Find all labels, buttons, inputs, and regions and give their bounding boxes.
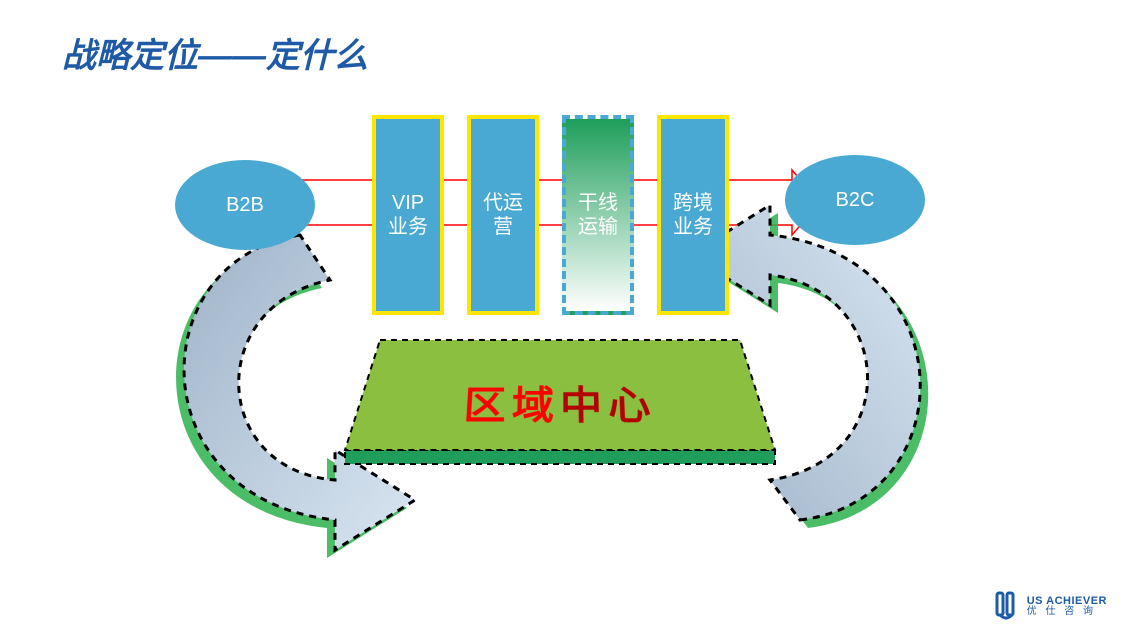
pillar-crossborder-label: 跨境 业务 — [673, 191, 713, 239]
brand-name-en: US ACHIEVER — [1027, 596, 1107, 607]
platform-label: 区域中心 — [338, 357, 782, 450]
platform-label-a: 区域 — [462, 374, 560, 431]
diagram-canvas — [0, 0, 1125, 633]
node-b2b-label: B2B — [226, 194, 264, 217]
pillar-vip-label: VIP 业务 — [388, 191, 428, 239]
pillar-ops: 代运 营 — [467, 115, 539, 315]
brand-logo-icon — [995, 591, 1021, 621]
pillar-vip: VIP 业务 — [372, 115, 444, 315]
brand-logo: US ACHIEVER 优 仕 咨 询 — [995, 591, 1107, 621]
node-b2c: B2C — [785, 155, 925, 245]
brand-name-cn: 优 仕 咨 询 — [1027, 607, 1107, 617]
pillar-ops-label: 代运 营 — [483, 191, 523, 239]
node-b2b: B2B — [175, 160, 315, 250]
pillar-trunk: 干线 运输 — [562, 115, 634, 315]
pillar-crossborder: 跨境 业务 — [657, 115, 729, 315]
platform-label-b: 中心 — [560, 374, 658, 431]
pillar-trunk-label: 干线 运输 — [578, 191, 618, 239]
node-b2c-label: B2C — [836, 189, 875, 212]
